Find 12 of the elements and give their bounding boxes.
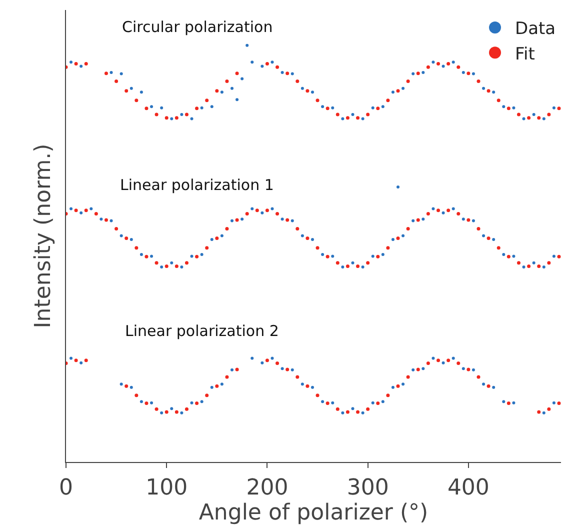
x-tick-label: 100 xyxy=(146,475,188,500)
annotation: Linear polarization 1 xyxy=(120,176,274,194)
legend-label: Data xyxy=(515,19,556,40)
legend-label: Fit xyxy=(515,44,536,64)
x-tick-label: 200 xyxy=(246,475,288,500)
x-tick-label: 400 xyxy=(447,475,490,500)
text: Circular polarization xyxy=(122,18,273,36)
annotation: Linear polarization 2 xyxy=(125,322,279,340)
y-axis-title: Intensity (norm.) xyxy=(30,144,56,328)
x-tick-label: 0 xyxy=(59,475,73,500)
x-tick-label: 300 xyxy=(346,475,389,500)
x-axis-title: Angle of polarizer (°) xyxy=(198,500,428,526)
